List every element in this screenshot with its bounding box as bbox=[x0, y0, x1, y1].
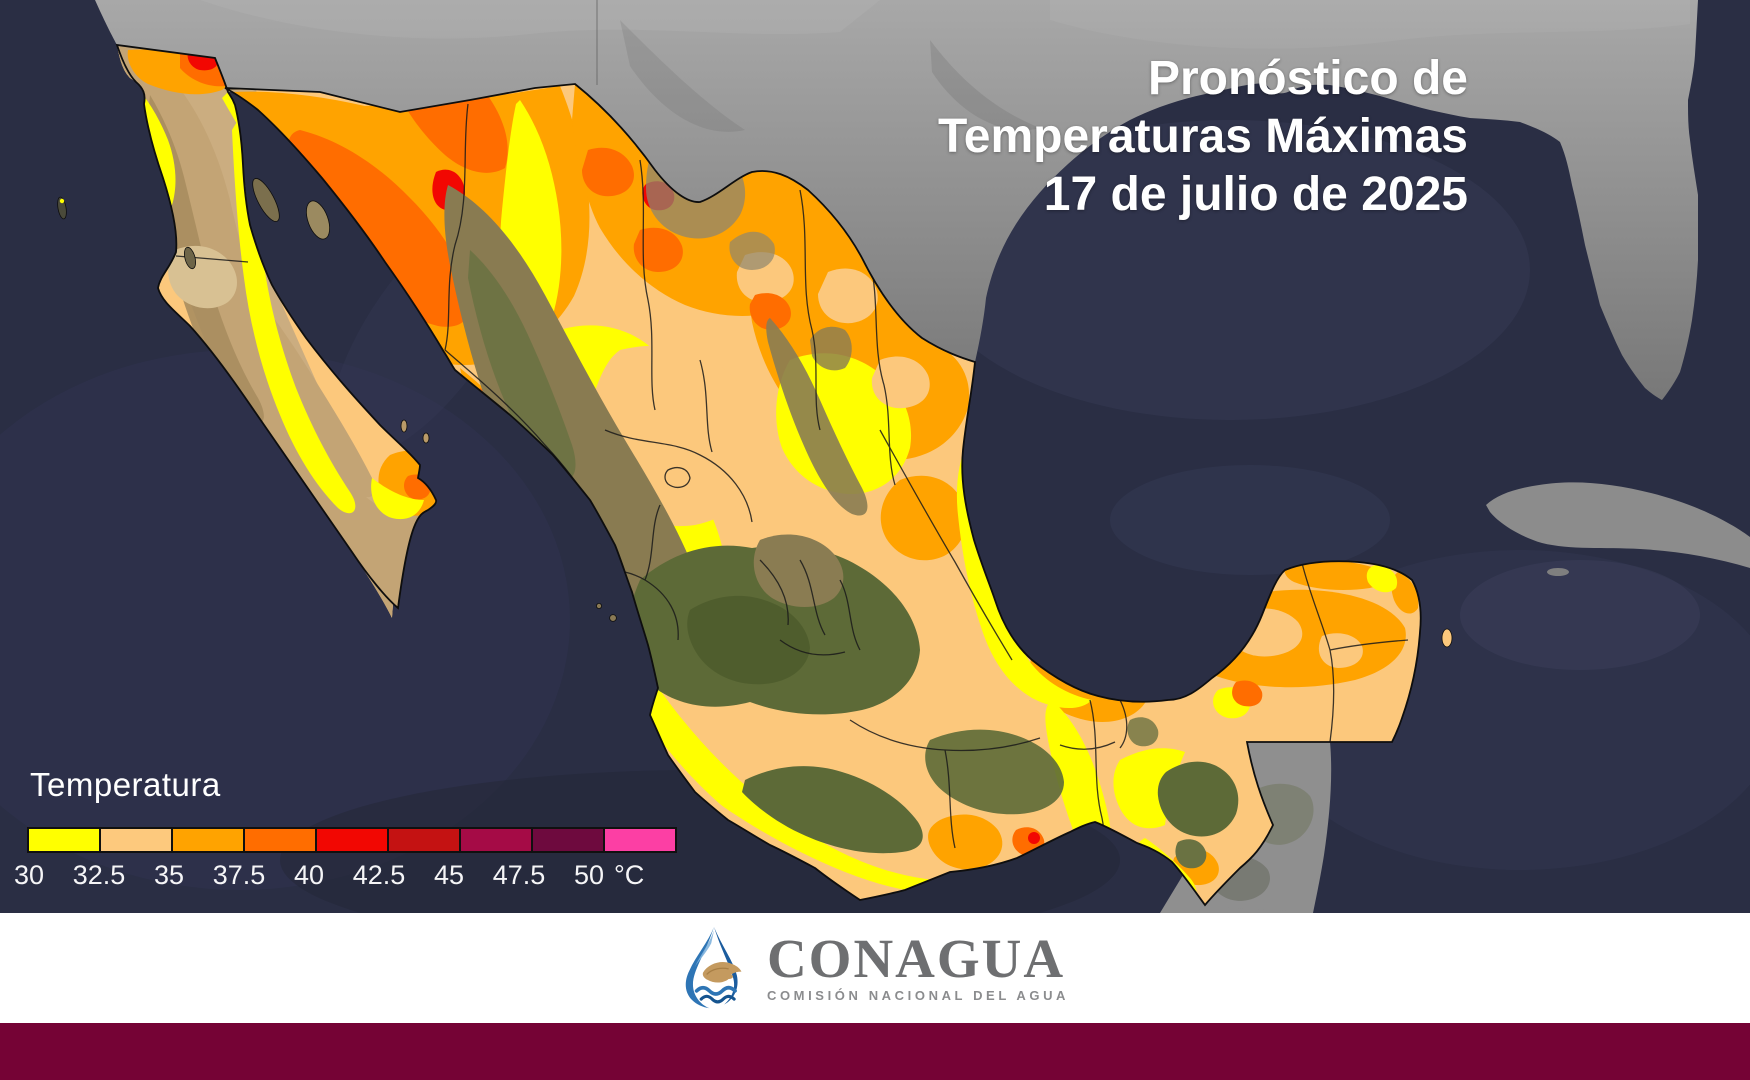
logo-text: CONAGUA COMISIÓN NACIONAL DEL AGUA bbox=[766, 928, 1070, 1003]
conagua-logo: CONAGUA COMISIÓN NACIONAL DEL AGUA bbox=[681, 925, 1069, 1011]
title-line-3: 17 de julio de 2025 bbox=[1043, 168, 1468, 221]
water-drop-eagle-icon bbox=[685, 926, 742, 1009]
title-line-2: Temperaturas Máximas bbox=[937, 110, 1468, 163]
cuba bbox=[1486, 482, 1750, 576]
org-subtitle: COMISIÓN NACIONAL DEL AGUA bbox=[766, 988, 1070, 1003]
org-name: CONAGUA bbox=[766, 928, 1066, 989]
footer: CONAGUA COMISIÓN NACIONAL DEL AGUA bbox=[0, 913, 1750, 1023]
bottom-bar bbox=[0, 1023, 1750, 1080]
map-title: Pronóstico de Temperaturas Máximas 17 de… bbox=[938, 50, 1468, 224]
us-landmass bbox=[95, 0, 1698, 400]
mexico-temperature-map bbox=[57, 0, 1750, 913]
mexico-outline bbox=[115, 43, 1422, 907]
islands bbox=[57, 178, 1453, 648]
title-line-1: Pronóstico de bbox=[1147, 52, 1468, 105]
map-area: Pronóstico de Temperaturas Máximas 17 de… bbox=[0, 0, 1750, 913]
